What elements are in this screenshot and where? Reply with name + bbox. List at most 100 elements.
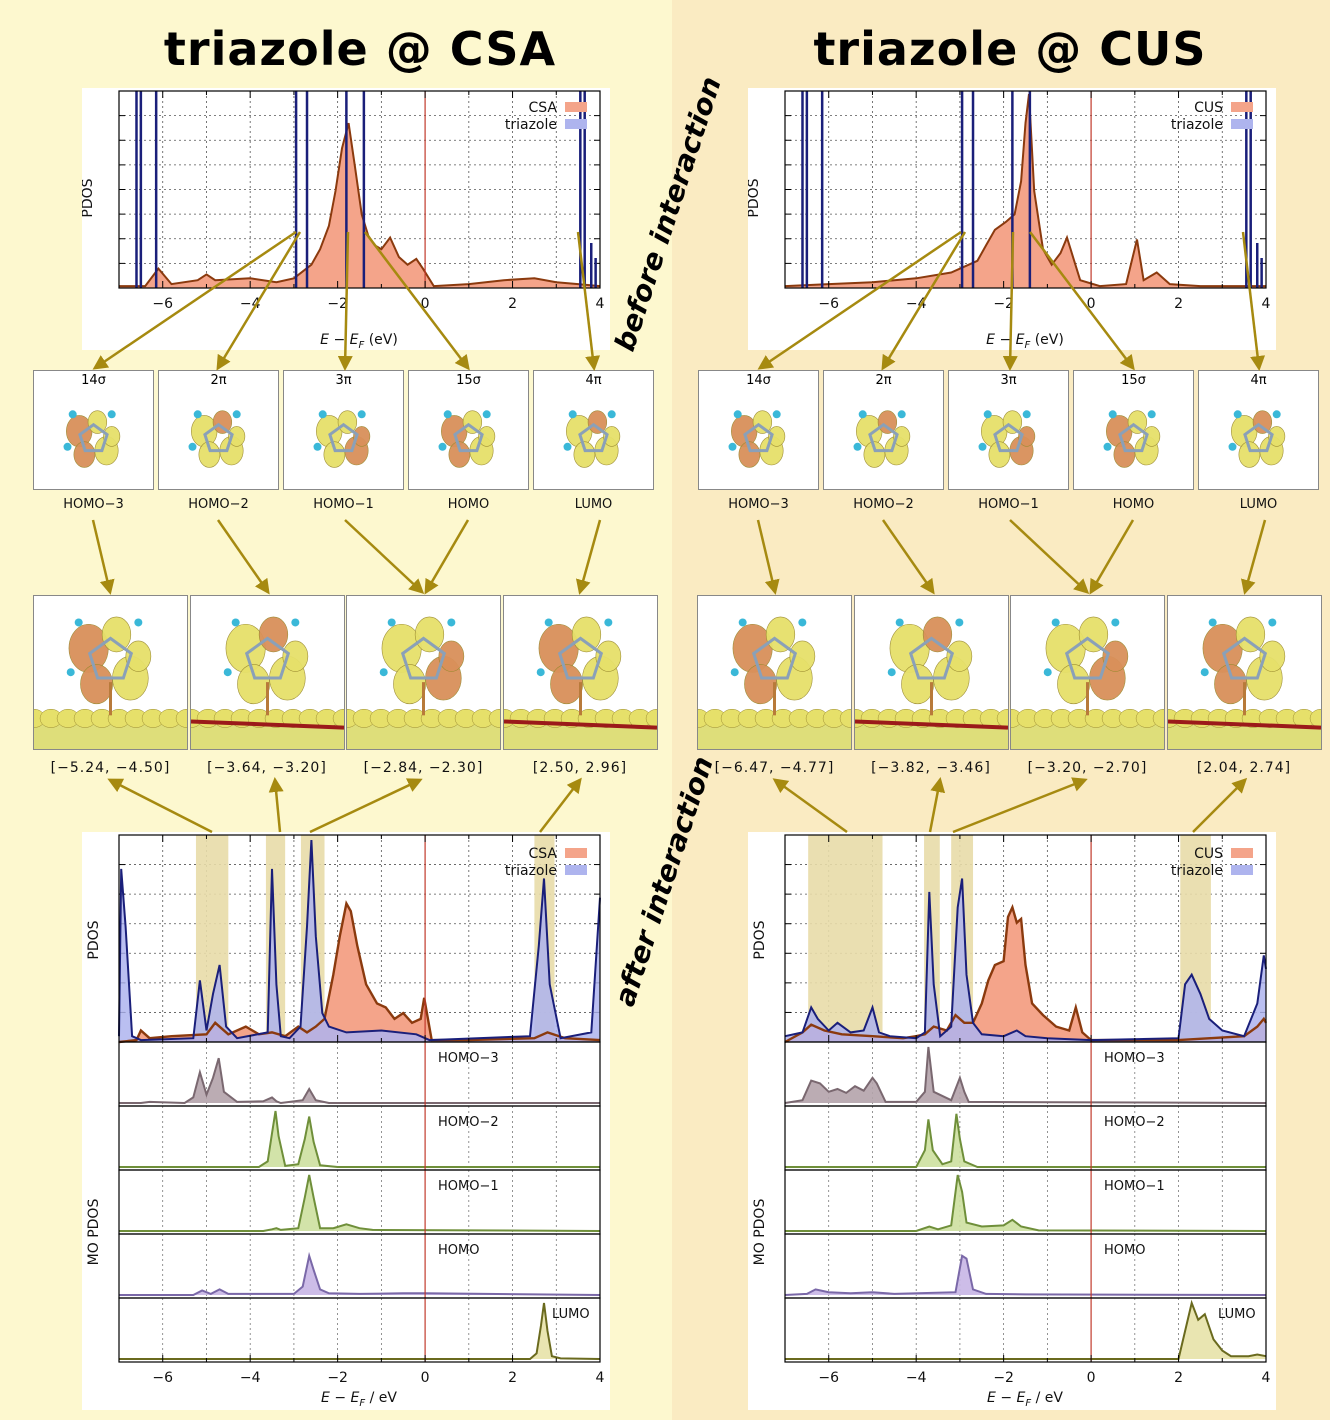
surface-bond	[503, 719, 657, 730]
mo-panel-frame	[118, 1297, 601, 1363]
hydrogen-atom	[730, 668, 739, 677]
highlight-band	[808, 835, 883, 1042]
molecule-ring	[751, 636, 798, 680]
mo-pdos-area	[785, 1303, 1266, 1359]
orbital-lobe	[462, 410, 483, 434]
x-tick-label: −2	[993, 296, 1014, 312]
molecule-ring	[78, 422, 109, 453]
legend-swatch-surface	[1231, 848, 1253, 858]
x-tick-label: −2	[327, 1370, 348, 1386]
mo-name-label: HOMO	[447, 497, 490, 512]
adsorbed-orbital-box	[22, 595, 199, 750]
mo-panel-label: HOMO	[438, 1243, 479, 1258]
hydrogen-atom	[983, 410, 992, 419]
legend-swatch-triazole	[1231, 865, 1253, 875]
energy-range-label: [−6.47, −4.77]	[714, 760, 835, 776]
mo-pdos-curve	[785, 1113, 1266, 1168]
mo-panel-label: HOMO−3	[438, 1051, 499, 1066]
x-axis-label: E − EF / eV	[987, 1390, 1063, 1409]
hydrogen-atom	[603, 618, 612, 627]
orbital-lobe	[603, 426, 621, 447]
orbital-lobe	[393, 664, 426, 705]
hydrogen-atom	[1272, 410, 1281, 419]
adsorbed-orbital-box	[1156, 595, 1330, 750]
molecule-ring	[557, 636, 603, 680]
legend-swatch-triazole	[565, 865, 587, 875]
hydrogen-atom	[607, 410, 616, 419]
orbital-lobe	[236, 664, 270, 705]
molecule-ring	[1243, 422, 1274, 453]
adsorbed-orbital-box	[179, 595, 355, 750]
x-tick-label: 2	[508, 1370, 517, 1386]
mo-name-label: HOMO−1	[978, 497, 1039, 512]
orbital-lobe	[738, 441, 761, 468]
orbital-symmetry-label: 15σ	[1121, 373, 1146, 388]
mo-panel-label: HOMO−1	[1104, 1179, 1165, 1194]
energy-range-label: [−2.84, −2.30]	[363, 760, 484, 776]
isolated-orbital-box: 4π	[533, 370, 654, 490]
hydrogen-atom	[1233, 410, 1242, 419]
isolated-orbital-box: 15σ	[1073, 370, 1194, 490]
orbital-lobe	[863, 441, 886, 468]
adsorbed-orbital-box	[335, 595, 512, 750]
orbital-symmetry-label: 4π	[1250, 373, 1267, 388]
orbital-lobe	[87, 410, 108, 434]
orbital-lobe	[893, 426, 911, 447]
x-tick-label: 4	[596, 296, 605, 312]
mo-panel-label: HOMO−2	[1104, 1115, 1165, 1130]
hydrogen-atom	[1111, 618, 1120, 627]
orbital-isosurface-image	[853, 410, 911, 468]
mo-pdos-curve	[119, 1302, 601, 1360]
energy-range-label: [2.04, 2.74]	[1196, 760, 1292, 776]
orbital-symmetry-label: 4π	[585, 373, 602, 388]
molecule-ring	[1221, 636, 1267, 680]
hydrogen-atom	[536, 668, 545, 677]
hydrogen-atom	[290, 618, 299, 627]
legend-triazole: triazole	[505, 117, 557, 133]
x-tick-label: 2	[1174, 1370, 1183, 1386]
orbital-lobe	[946, 640, 972, 672]
orbital-isosurface-image	[22, 616, 199, 749]
orbital-lobe	[1018, 426, 1036, 447]
mo-pdos-area	[119, 1058, 600, 1103]
mo-name-label: HOMO−3	[728, 497, 789, 512]
orbital-lobe	[103, 426, 121, 447]
isolated-orbital-box: 3π	[283, 370, 404, 490]
orbital-lobe	[414, 616, 445, 653]
x-tick-label: 4	[596, 1370, 605, 1386]
orbital-isosurface-image	[179, 616, 355, 749]
legend-surface: CSA	[529, 846, 558, 862]
orbital-isosurface-image	[313, 410, 371, 468]
orbital-lobe	[549, 664, 583, 705]
orbital-lobe	[1213, 664, 1247, 705]
orbital-lobe	[212, 410, 233, 434]
hydrogen-atom	[772, 410, 781, 419]
molecule-ring	[993, 422, 1024, 453]
molecule-ring	[578, 422, 609, 453]
triazole-curve	[118, 839, 601, 1042]
mo-pdos-curve	[785, 1174, 1267, 1232]
orbital-lobe	[595, 640, 621, 672]
mo-panel-label: LUMO	[552, 1307, 590, 1322]
legend-swatch-triazole	[1231, 119, 1253, 129]
surface-area	[785, 94, 1266, 288]
orbital-lobe	[1238, 441, 1261, 468]
x-tick-label: −6	[152, 296, 173, 312]
orbital-lobe	[877, 410, 898, 434]
orbital-lobe	[80, 664, 113, 705]
adsorbed-orbital-box	[999, 595, 1176, 750]
x-tick-label: 0	[421, 1370, 430, 1386]
mo-panel-frame	[784, 1297, 1267, 1363]
x-tick-label: −2	[993, 1370, 1014, 1386]
surface-bond	[190, 719, 344, 730]
orbital-lobe	[768, 426, 786, 447]
surface-area	[119, 903, 600, 1042]
mo-name-label: LUMO	[574, 497, 613, 512]
molecule-ring	[1118, 422, 1149, 453]
hydrogen-atom	[313, 442, 322, 451]
hydrogen-atom	[853, 442, 862, 451]
y-axis-label: PDOS	[86, 920, 102, 959]
hydrogen-atom	[798, 618, 807, 627]
orbital-lobe	[448, 441, 471, 468]
